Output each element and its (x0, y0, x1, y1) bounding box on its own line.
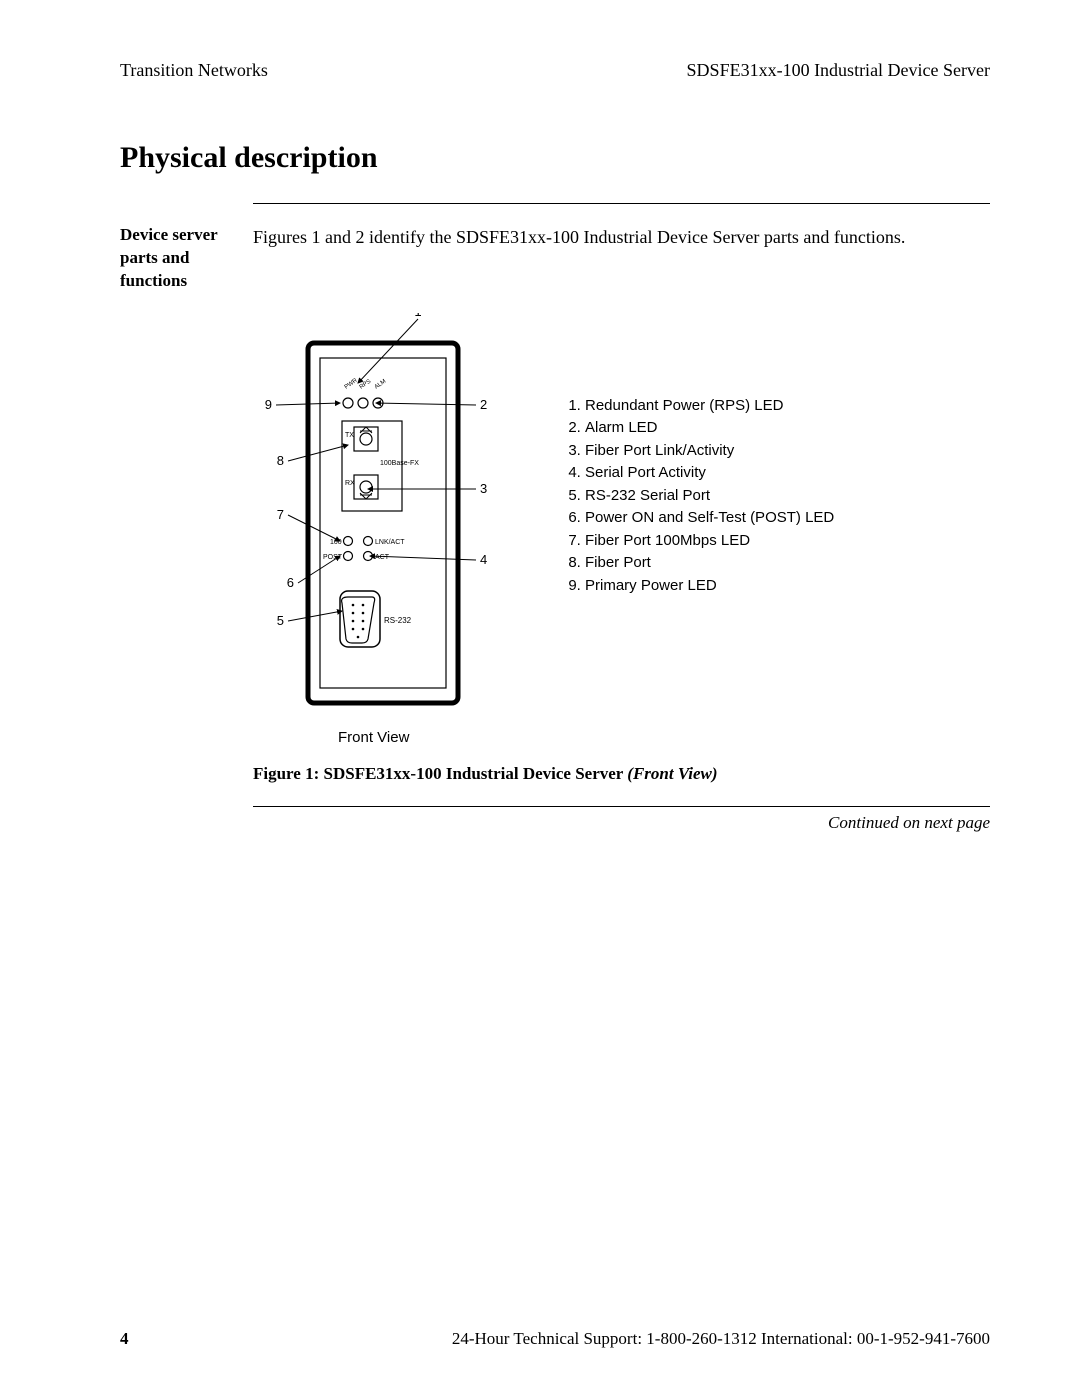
divider-top (253, 203, 990, 204)
figure-row: PWR RPS ALM TX 100Base-FX RX (253, 313, 990, 723)
header-right: SDSFE31xx-100 Industrial Device Server (687, 60, 990, 81)
callout-number: 3 (480, 481, 487, 496)
rs232-label: RS-232 (384, 616, 412, 625)
legend-item: Fiber Port 100Mbps LED (585, 530, 834, 553)
intro-row: Device server parts and functions Figure… (120, 224, 990, 293)
parts-legend: Redundant Power (RPS) LEDAlarm LEDFiber … (563, 395, 834, 598)
front-view-label: Front View (338, 729, 990, 746)
device-diagram: PWR RPS ALM TX 100Base-FX RX (253, 313, 513, 723)
page-number: 4 (120, 1329, 129, 1349)
legend-item: Power ON and Self-Test (POST) LED (585, 507, 834, 530)
callout-number: 5 (277, 613, 284, 628)
figure-wrap: PWR RPS ALM TX 100Base-FX RX (253, 313, 990, 833)
base-label: 100Base-FX (380, 460, 419, 467)
legend-item: Serial Port Activity (585, 462, 834, 485)
callout-number: 1 (414, 313, 421, 319)
callout-number: 6 (287, 575, 294, 590)
legend-item: Alarm LED (585, 417, 834, 440)
act-label: ACT (375, 554, 390, 561)
figure-caption: Figure 1: SDSFE31xx-100 Industrial Devic… (253, 764, 990, 784)
legend-item: Fiber Port Link/Activity (585, 440, 834, 463)
page-header: Transition Networks SDSFE31xx-100 Indust… (120, 60, 990, 81)
side-heading: Device server parts and functions (120, 224, 235, 293)
footer-support: 24-Hour Technical Support: 1-800-260-131… (452, 1329, 990, 1349)
divider-bottom (253, 806, 990, 807)
callout-number: 4 (480, 552, 487, 567)
section-title: Physical description (120, 141, 990, 175)
hundred-label: 100 (330, 539, 342, 546)
page-footer: 4 24-Hour Technical Support: 1-800-260-1… (120, 1329, 990, 1349)
callout-number: 8 (277, 453, 284, 468)
rx-label: RX (345, 480, 355, 487)
legend-item: RS-232 Serial Port (585, 485, 834, 508)
post-label: POST (323, 554, 343, 561)
continued-text: Continued on next page (253, 813, 990, 833)
figure-caption-text: Figure 1: SDSFE31xx-100 Industrial Devic… (253, 764, 627, 783)
callout-number: 7 (277, 507, 284, 522)
legend-item: Primary Power LED (585, 575, 834, 598)
header-left: Transition Networks (120, 60, 268, 81)
callout-number: 2 (480, 397, 487, 412)
lnkact-label: LNK/ACT (375, 539, 405, 546)
device-body (308, 343, 458, 703)
intro-text: Figures 1 and 2 identify the SDSFE31xx-1… (253, 224, 905, 250)
legend-item: Redundant Power (RPS) LED (585, 395, 834, 418)
callout-number: 9 (265, 397, 272, 412)
figure-caption-ital: (Front View) (627, 764, 717, 783)
legend-item: Fiber Port (585, 552, 834, 575)
page: Transition Networks SDSFE31xx-100 Indust… (0, 0, 1080, 1397)
tx-label: TX (345, 432, 354, 439)
